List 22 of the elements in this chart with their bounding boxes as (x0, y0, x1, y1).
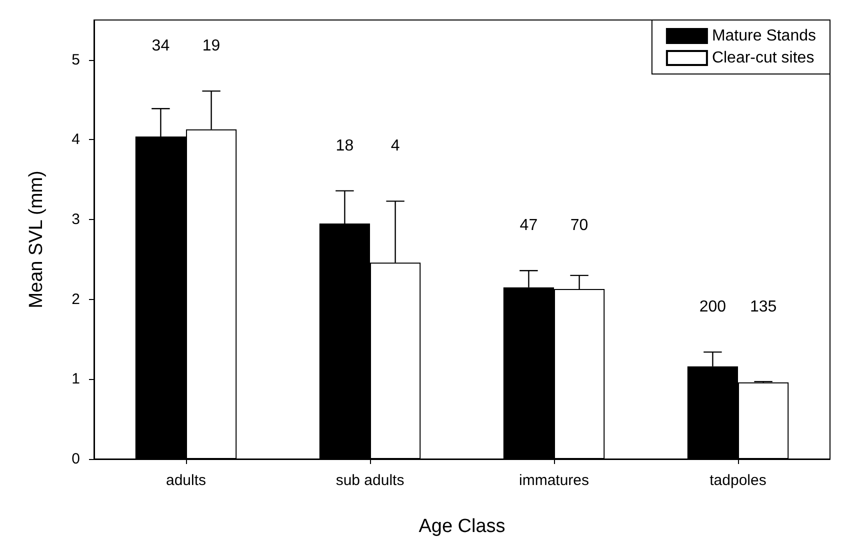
annotation: 4 (390, 137, 400, 154)
annotation: 19 (202, 38, 220, 55)
annotation: 18 (336, 137, 354, 154)
annotation: 34 (152, 38, 170, 55)
x-tick-label: tadpoles (710, 472, 766, 489)
y-tick-label: 2 (72, 290, 80, 308)
legend-label: Mature Stands (712, 28, 816, 44)
x-axis-title: Age Class (418, 516, 506, 537)
y-tick-label: 5 (72, 51, 80, 68)
annotation: 47 (520, 217, 538, 234)
x-tick-label: immatures (518, 472, 590, 489)
y-tick-label: 1 (72, 370, 80, 388)
x-tick-label: sub adults (336, 472, 404, 489)
legend-label: Clear-cut sites (712, 50, 814, 66)
y-tick-label: 0 (72, 450, 80, 468)
y-axis-title: Mean SVL (mm) (26, 170, 47, 308)
annotation: 70 (570, 217, 588, 234)
y-tick-label: 4 (72, 131, 80, 148)
annotation: 135 (750, 298, 777, 316)
annotation: 200 (699, 298, 726, 316)
y-tick-label: 3 (72, 211, 80, 228)
x-tick-label: adults (166, 472, 206, 489)
